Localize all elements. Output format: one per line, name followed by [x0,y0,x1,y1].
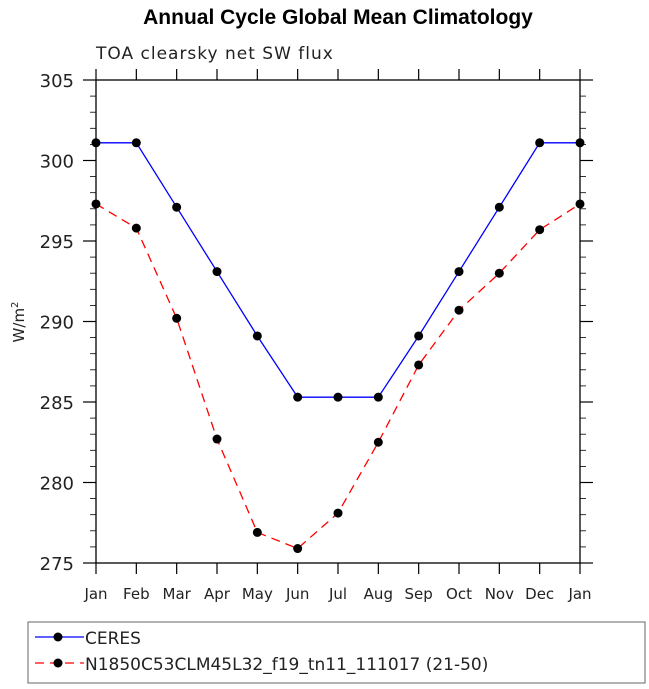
legend-label-1: N1850C53CLM45L32_f19_tn11_111017 (21-50) [85,655,488,675]
data-point-1 [252,527,262,537]
y-tick-label: 285 [40,393,74,414]
data-point-0 [131,138,141,148]
y-axis-label-sup: 2 [10,302,21,308]
chart-subtitle: TOA clearsky net SW flux [95,44,334,64]
data-point-0 [454,267,464,277]
data-point-1 [454,305,464,315]
data-point-1 [414,360,424,370]
data-point-1 [333,508,343,518]
x-tick-label: Nov [485,585,514,603]
series-line-1 [95,203,581,550]
chart-title: Annual Cycle Global Mean Climatology [143,6,533,29]
data-point-0 [172,202,182,212]
data-point-1 [212,434,222,444]
y-tick-label: 290 [40,313,74,334]
data-point-0 [494,202,504,212]
x-tick-label: Dec [525,585,554,603]
data-point-0 [91,138,101,148]
data-point-1 [575,199,585,209]
x-tick-label: Jan [83,585,107,603]
data-point-0 [212,267,222,277]
y-tick-label: 275 [40,554,74,575]
data-point-1 [91,199,101,209]
data-point-1 [172,313,182,323]
x-tick-label: Aug [364,585,393,603]
x-tick-label: Mar [163,585,192,603]
plot-frame [95,79,581,564]
legend-marker-0 [53,632,63,642]
data-point-1 [293,544,303,554]
legend-marker-1 [53,658,63,668]
data-point-1 [494,268,504,278]
x-tick-label: Sep [405,585,433,603]
data-point-1 [535,225,545,235]
data-point-0 [373,392,383,402]
y-tick-label: 300 [40,152,74,173]
x-tick-label: Oct [446,585,472,603]
data-point-1 [131,223,141,233]
legend-label-0: CERES [85,629,141,649]
data-point-0 [293,392,303,402]
x-tick-label: Apr [204,585,231,603]
data-point-0 [414,331,424,341]
y-axis-label: W/m2 [10,302,28,343]
x-tick-label: Jan [567,585,591,603]
data-point-0 [333,392,343,402]
data-point-0 [252,331,262,341]
x-tick-label: Feb [123,585,150,603]
y-tick-label: 305 [40,71,74,92]
legend-box [27,621,646,684]
y-axis-label-text: W/m [10,308,28,343]
x-tick-label: Jul [328,585,347,603]
x-tick-label: Jun [285,585,309,603]
data-point-0 [535,138,545,148]
data-point-0 [575,138,585,148]
data-point-1 [373,437,383,447]
series-line-0 [96,142,580,398]
y-tick-label: 295 [40,232,74,253]
x-tick-label: May [242,585,273,603]
y-tick-label: 280 [40,474,74,495]
